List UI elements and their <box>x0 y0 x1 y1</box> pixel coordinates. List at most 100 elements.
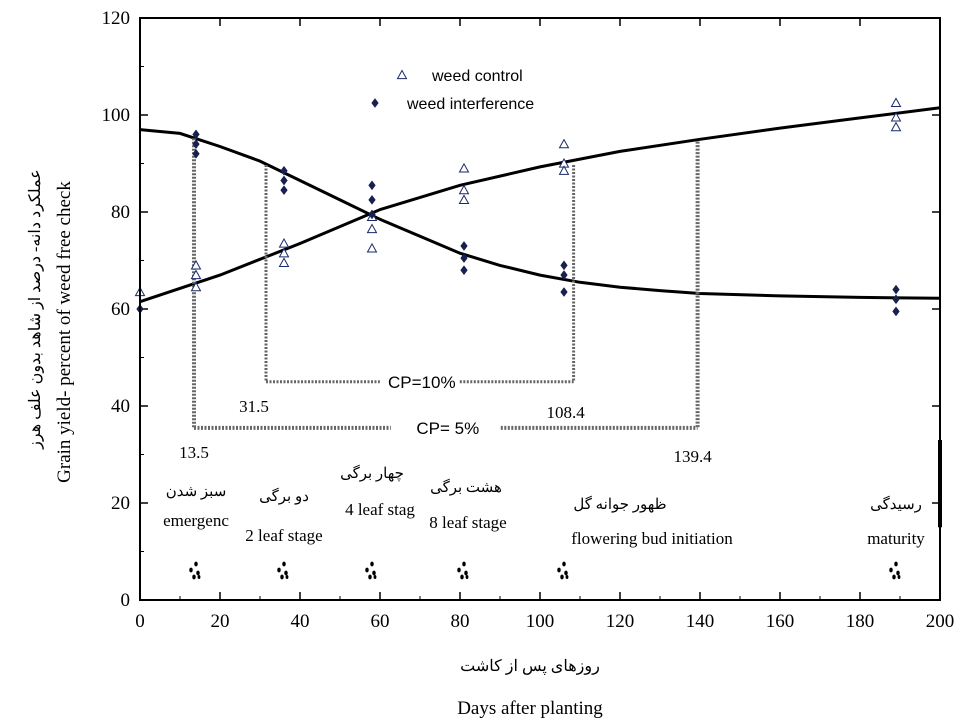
critical-period-end-value: 108.4 <box>546 403 585 422</box>
weed-control-point <box>278 237 290 248</box>
stage-label: flowering bud initiation <box>571 529 733 548</box>
y-tick-label: 80 <box>111 202 130 223</box>
plant-stage-dot <box>460 574 464 580</box>
plant-stage-dot <box>196 570 200 576</box>
weed-interference-point <box>280 185 288 196</box>
stage-label: 4 leaf stag <box>345 500 415 519</box>
weed-interference-point <box>280 175 288 186</box>
x-tick-label: 80 <box>451 611 470 632</box>
stage-label-persian: چهار برگی <box>340 464 404 482</box>
stage-label: emergenc <box>163 511 229 530</box>
x-tick-label: 120 <box>606 611 635 632</box>
x-tick-label: 60 <box>371 611 390 632</box>
weed-interference-curve <box>139 128 941 300</box>
plant-stage-dot <box>368 574 372 580</box>
plant-stage-dot <box>457 567 461 573</box>
weed-control-point <box>458 194 470 204</box>
plot-lines <box>139 17 942 601</box>
weed-interference-point <box>892 306 900 317</box>
x-tick-label: 180 <box>846 611 875 632</box>
plant-stage-dot <box>897 575 901 579</box>
weed-control-point <box>190 259 202 270</box>
x-tick-label: 40 <box>291 611 310 632</box>
weed-control-point <box>278 257 290 268</box>
critical-period-start-value: 13.5 <box>179 443 209 462</box>
critical-period-label: CP= 5% <box>416 419 479 438</box>
critical-period-start-value: 31.5 <box>239 397 269 416</box>
plant-stage-dot <box>197 575 201 579</box>
plant-stage-dot <box>280 574 284 580</box>
y-tick-label: 60 <box>111 299 130 320</box>
y-axis-label: Grain yield- percent of weed free check <box>54 181 75 483</box>
weed-control-point <box>890 97 902 107</box>
x-tick-label: 20 <box>211 611 230 632</box>
weed-interference-point <box>192 129 200 140</box>
weed-interference-point <box>280 165 288 176</box>
stage-label: maturity <box>867 529 925 548</box>
data-markers <box>134 69 902 580</box>
chart-text: 0 20 40 60 80 100 120 140 160 180 200 0 20 40 60 80 100 1… <box>102 8 955 632</box>
weed-control-point <box>558 138 570 149</box>
stage-label-persian: هشت برگی <box>430 478 502 496</box>
plant-stage-dot <box>192 574 196 580</box>
plant-stage-icon <box>277 561 289 580</box>
plant-stage-icon <box>457 561 469 580</box>
weed-interference-point <box>560 270 568 280</box>
plant-stage-dot <box>894 561 898 567</box>
plant-stage-icon <box>557 561 569 580</box>
weed-interference-point <box>460 241 468 251</box>
critical-period-end-value: 139.4 <box>673 447 712 466</box>
plant-stage-dot <box>285 575 289 579</box>
x-tick-label: 160 <box>766 611 795 632</box>
legend-weed-control-marker <box>396 69 408 80</box>
plant-stage-dot <box>462 561 466 567</box>
weed-control-point <box>366 242 378 253</box>
plant-stage-dot <box>365 567 369 573</box>
plant-stage-dot <box>373 575 377 579</box>
x-tick-label: 100 <box>526 611 555 632</box>
y-tick-label: 40 <box>111 396 130 417</box>
plant-stage-dot <box>277 567 281 573</box>
stage-label: 2 leaf stage <box>245 526 322 545</box>
weed-control-point <box>458 162 470 173</box>
plant-stage-dot <box>194 561 198 567</box>
stage-label-persian: رسیدگی <box>870 495 922 513</box>
plant-stage-dot <box>372 570 376 576</box>
y-tick-label: 0 <box>121 590 131 611</box>
stage-label-persian: دو برگی <box>259 487 309 505</box>
plant-stage-dot <box>564 570 568 576</box>
plant-stage-dot <box>889 567 893 573</box>
weed-interference-point <box>192 148 200 159</box>
weed-control-point <box>278 247 290 258</box>
plant-stage-dot <box>896 570 900 576</box>
plant-stage-dot <box>562 561 566 567</box>
weed-interference-point <box>560 287 568 297</box>
weed-interference-point <box>892 294 900 305</box>
legend-weed-control-label: weed control <box>431 68 523 85</box>
plant-stage-dot <box>284 570 288 576</box>
y-tick-label: 100 <box>102 105 131 126</box>
plant-stage-dot <box>565 575 569 579</box>
y-axis-label-persian: عملکرد دانه- درصد از شاهد بدون علف هرز <box>27 169 44 450</box>
x-tick-label: 0 <box>135 611 145 632</box>
weed-control-point <box>890 111 902 122</box>
plant-stage-dot <box>557 567 561 573</box>
plant-stage-dot <box>465 575 469 579</box>
weed-control-point <box>366 223 378 234</box>
x-axis-label: Days after planting <box>457 698 603 719</box>
weed-control-point <box>190 269 202 280</box>
x-axis-label-persian: روزهای پس از کاشت <box>460 658 600 675</box>
plant-stage-dot <box>370 561 374 567</box>
x-tick-label: 200 <box>926 611 955 632</box>
plot-frame <box>139 17 941 601</box>
x-tick-label: 140 <box>686 611 715 632</box>
weed-control-point <box>890 121 902 132</box>
weed-control-curve <box>139 106 941 304</box>
stage-label-persian: سبز شدن <box>166 484 227 500</box>
weed-interference-point <box>192 139 200 150</box>
plant-stage-icon <box>889 561 901 580</box>
stage-label: 8 leaf stage <box>429 513 506 532</box>
weed-interference-point <box>560 260 568 271</box>
legend-weed-interference-marker <box>371 98 379 108</box>
